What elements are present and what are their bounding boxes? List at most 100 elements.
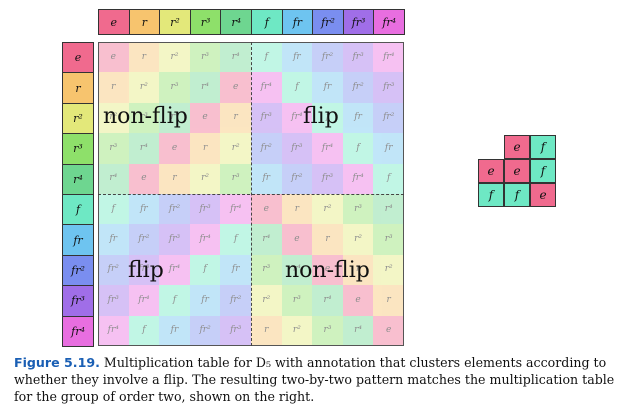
table-cell: fr² bbox=[98, 254, 129, 286]
table-cell: r bbox=[312, 224, 343, 255]
table-cell: e bbox=[281, 224, 313, 255]
table-cell: fr bbox=[189, 285, 221, 316]
flip-divider-horizontal bbox=[98, 194, 404, 195]
table-cell: r² bbox=[312, 194, 343, 225]
small-column-header: e bbox=[504, 135, 530, 159]
small-table-cell: e bbox=[504, 159, 530, 183]
row-header: e bbox=[62, 42, 94, 74]
table-cell: f bbox=[189, 254, 221, 286]
row-header: r² bbox=[62, 102, 94, 135]
table-cell: r² bbox=[281, 315, 313, 346]
table-cell: f bbox=[251, 42, 282, 73]
table-cell: r³ bbox=[251, 254, 282, 286]
column-header: r⁴ bbox=[220, 9, 252, 35]
table-cell: fr³ bbox=[312, 163, 343, 194]
column-header: r² bbox=[159, 9, 191, 35]
table-cell: fr³ bbox=[251, 102, 282, 134]
table-cell: fr⁴ bbox=[251, 72, 282, 103]
table-cell: fr bbox=[373, 133, 404, 164]
table-cell: f bbox=[312, 102, 343, 134]
table-cell: fr⁴ bbox=[189, 224, 221, 255]
table-cell: r bbox=[128, 42, 160, 73]
table-cell: r³ bbox=[128, 102, 160, 134]
table-cell: e bbox=[189, 102, 221, 134]
table-cell: r² bbox=[189, 163, 221, 194]
column-header: f bbox=[251, 9, 283, 35]
table-cell: fr bbox=[220, 254, 251, 286]
table-cell: fr² bbox=[342, 72, 374, 103]
figure-caption: Figure 5.19. Multiplication table for D₅… bbox=[14, 354, 620, 405]
table-cell: r bbox=[98, 72, 129, 103]
table-cell: r bbox=[159, 163, 190, 194]
table-cell: r² bbox=[98, 102, 129, 134]
row-header: f bbox=[62, 194, 94, 226]
column-header: r bbox=[128, 9, 161, 35]
table-cell: r³ bbox=[189, 42, 221, 73]
table-cell: f bbox=[220, 224, 251, 255]
table-cell: r⁴ bbox=[342, 315, 374, 346]
table-cell: r² bbox=[342, 224, 374, 255]
table-cell: fr⁴ bbox=[373, 42, 404, 73]
table-cell: r² bbox=[220, 133, 251, 164]
table-cell: fr³ bbox=[281, 133, 313, 164]
table-cell: fr bbox=[281, 42, 313, 73]
table-cell: f bbox=[373, 163, 404, 194]
table-cell: r⁴ bbox=[312, 285, 343, 316]
table-cell: r⁴ bbox=[98, 163, 129, 194]
table-cell: r⁴ bbox=[281, 254, 313, 286]
table-cell: r bbox=[281, 194, 313, 225]
row-header: fr⁴ bbox=[62, 315, 94, 347]
table-cell: e bbox=[251, 194, 282, 225]
table-cell: r⁴ bbox=[251, 224, 282, 255]
table-cell: r² bbox=[373, 254, 404, 286]
table-cell: r bbox=[220, 102, 251, 134]
table-cell: fr³ bbox=[220, 315, 251, 346]
column-header: fr² bbox=[312, 9, 344, 35]
table-cell: fr² bbox=[189, 315, 221, 346]
annotation-bottom-right: non-flip bbox=[285, 258, 370, 283]
table-cell: r⁴ bbox=[128, 133, 160, 164]
table-cell: fr⁴ bbox=[312, 133, 343, 164]
column-header: fr bbox=[281, 9, 314, 35]
figure-label: Figure 5.19. bbox=[14, 355, 100, 370]
table-cell: r³ bbox=[281, 285, 313, 316]
table-cell: r² bbox=[128, 72, 160, 103]
row-header: fr bbox=[62, 224, 94, 256]
table-cell: r² bbox=[159, 42, 190, 73]
table-cell: fr³ bbox=[159, 224, 190, 255]
column-header: fr⁴ bbox=[373, 9, 405, 35]
table-cell: fr² bbox=[251, 133, 282, 164]
table-cell: fr bbox=[98, 224, 129, 255]
table-cell: r³ bbox=[159, 72, 190, 103]
table-cell: fr bbox=[128, 194, 160, 225]
small-table-cell: f bbox=[504, 183, 530, 207]
table-cell: fr⁴ bbox=[281, 102, 313, 134]
table-cell: fr³ bbox=[128, 254, 160, 286]
table-cell: fr² bbox=[312, 42, 343, 73]
table-cell: r⁴ bbox=[220, 42, 251, 73]
table-cell: r³ bbox=[373, 224, 404, 255]
table-cell: fr² bbox=[373, 102, 404, 134]
table-cell: e bbox=[373, 315, 404, 346]
table-cell: r³ bbox=[342, 194, 374, 225]
table-cell: r bbox=[189, 133, 221, 164]
table-cell: r⁴ bbox=[159, 102, 190, 134]
table-cell: f bbox=[128, 315, 160, 346]
table-cell: r³ bbox=[220, 163, 251, 194]
column-header: r³ bbox=[189, 9, 222, 35]
table-cell: r bbox=[342, 254, 374, 286]
small-column-header: f bbox=[530, 135, 556, 159]
table-cell: f bbox=[159, 285, 190, 316]
table-cell: r⁴ bbox=[373, 194, 404, 225]
row-header: fr³ bbox=[62, 285, 94, 317]
column-header: fr³ bbox=[342, 9, 375, 35]
row-header: r³ bbox=[62, 133, 94, 165]
table-cell: fr bbox=[342, 102, 374, 134]
table-cell: fr³ bbox=[342, 42, 374, 73]
table-cell: e bbox=[342, 285, 374, 316]
table-cell: f bbox=[342, 133, 374, 164]
table-cell: e bbox=[98, 42, 129, 73]
table-cell: fr³ bbox=[373, 72, 404, 103]
row-header: r bbox=[62, 72, 94, 104]
table-cell: fr² bbox=[281, 163, 313, 194]
